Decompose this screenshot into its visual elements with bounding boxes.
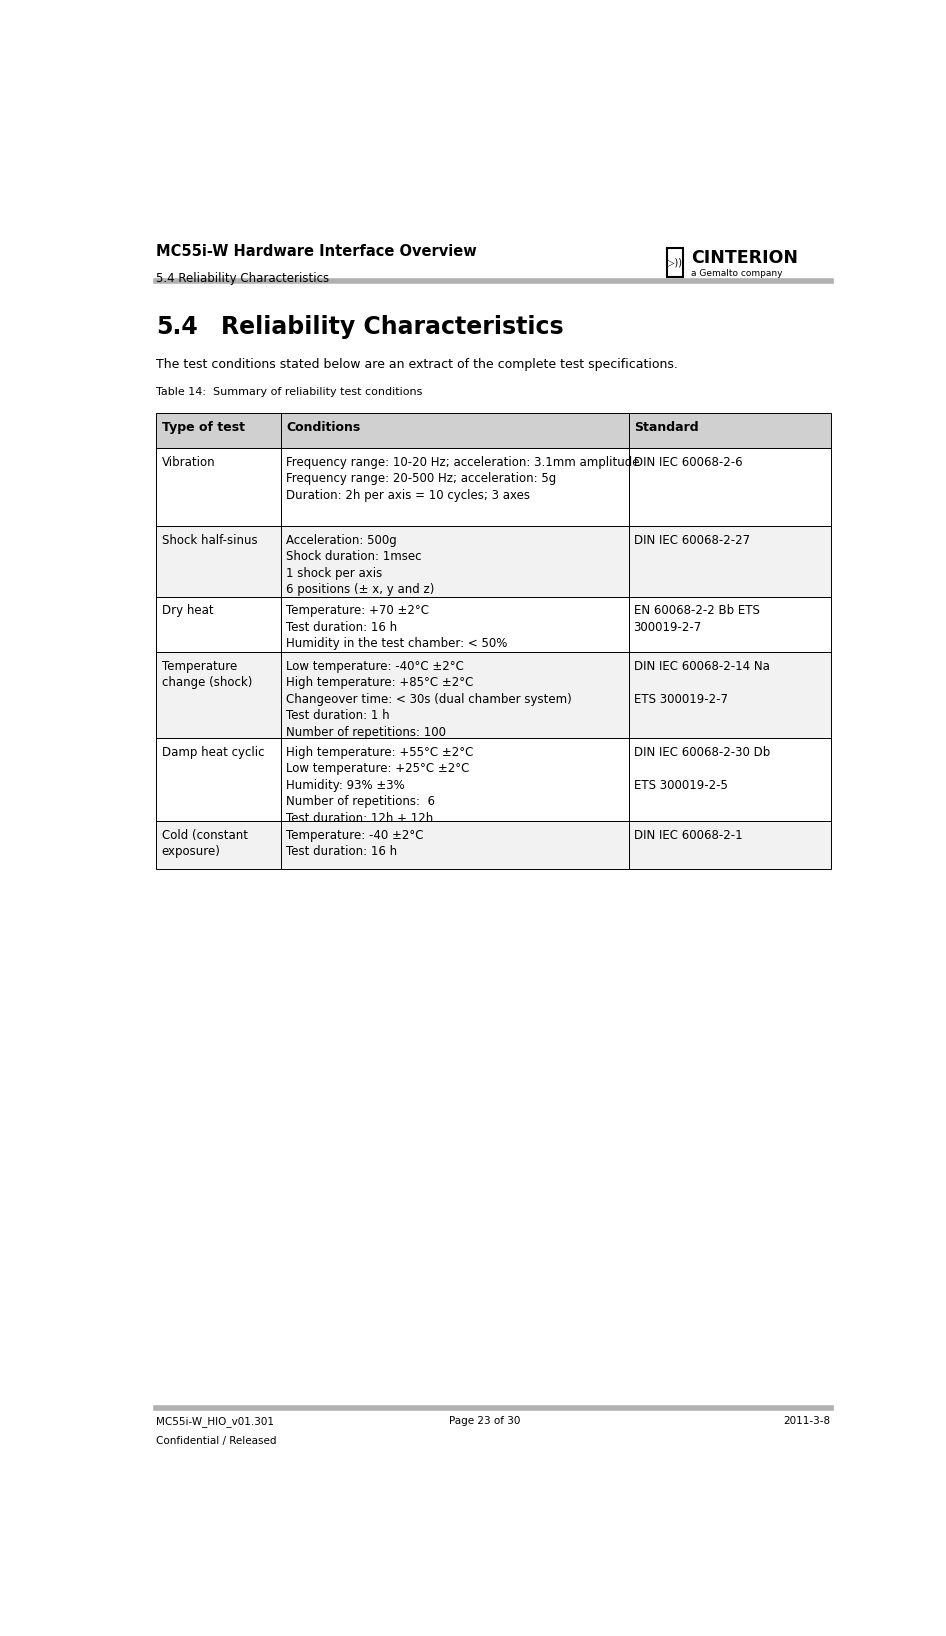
Bar — [281, 448, 628, 527]
Text: DIN IEC 60068-2-27: DIN IEC 60068-2-27 — [634, 533, 750, 546]
Bar — [667, 249, 683, 276]
Text: Conditions: Conditions — [287, 420, 360, 434]
Bar — [628, 821, 831, 869]
Bar — [628, 412, 831, 448]
Text: Cold (constant
exposure): Cold (constant exposure) — [162, 829, 248, 859]
Text: MC55i-W_HIO_v01.301: MC55i-W_HIO_v01.301 — [156, 1415, 274, 1427]
Bar — [156, 738, 281, 821]
Text: Shock half-sinus: Shock half-sinus — [162, 533, 257, 546]
Bar — [628, 597, 831, 653]
Text: CINTERION: CINTERION — [692, 249, 798, 267]
Text: The test conditions stated below are an extract of the complete test specificati: The test conditions stated below are an … — [156, 358, 678, 371]
Bar — [281, 821, 628, 869]
Text: DIN IEC 60068-2-1: DIN IEC 60068-2-1 — [634, 829, 743, 841]
Bar — [628, 653, 831, 738]
Text: EN 60068-2-2 Bb ETS
300019-2-7: EN 60068-2-2 Bb ETS 300019-2-7 — [634, 604, 760, 635]
Text: a Gemalto company: a Gemalto company — [692, 268, 783, 278]
Text: DIN IEC 60068-2-14 Na

ETS 300019-2-7: DIN IEC 60068-2-14 Na ETS 300019-2-7 — [634, 659, 769, 705]
Text: DIN IEC 60068-2-6: DIN IEC 60068-2-6 — [634, 456, 743, 470]
Bar — [156, 597, 281, 653]
Text: Confidential / Released: Confidential / Released — [156, 1436, 277, 1446]
Text: Table 14:  Summary of reliability test conditions: Table 14: Summary of reliability test co… — [156, 386, 423, 396]
Text: DIN IEC 60068-2-30 Db

ETS 300019-2-5: DIN IEC 60068-2-30 Db ETS 300019-2-5 — [634, 746, 770, 792]
Bar — [156, 653, 281, 738]
Bar — [281, 738, 628, 821]
Text: High temperature: +55°C ±2°C
Low temperature: +25°C ±2°C
Humidity: 93% ±3%
Numbe: High temperature: +55°C ±2°C Low tempera… — [287, 746, 474, 825]
Text: Acceleration: 500g
Shock duration: 1msec
1 shock per axis
6 positions (± x, y an: Acceleration: 500g Shock duration: 1msec… — [287, 533, 434, 597]
Text: Standard: Standard — [634, 420, 698, 434]
Text: Temperature: +70 ±2°C
Test duration: 16 h
Humidity in the test chamber: < 50%: Temperature: +70 ±2°C Test duration: 16 … — [287, 604, 508, 651]
Text: Temperature: -40 ±2°C
Test duration: 16 h: Temperature: -40 ±2°C Test duration: 16 … — [287, 829, 424, 859]
Text: Page 23 of 30: Page 23 of 30 — [449, 1415, 520, 1425]
Text: Damp heat cyclic: Damp heat cyclic — [162, 746, 264, 759]
Text: Low temperature: -40°C ±2°C
High temperature: +85°C ±2°C
Changeover time: < 30s : Low temperature: -40°C ±2°C High tempera… — [287, 659, 572, 739]
Bar — [281, 412, 628, 448]
Text: Temperature
change (shock): Temperature change (shock) — [162, 659, 252, 689]
Bar — [628, 527, 831, 597]
Bar — [628, 448, 831, 527]
Bar — [156, 821, 281, 869]
Text: ▷)): ▷)) — [667, 257, 682, 267]
Text: Vibration: Vibration — [162, 456, 215, 470]
Text: Frequency range: 10-20 Hz; acceleration: 3.1mm amplitude
Frequency range: 20-500: Frequency range: 10-20 Hz; acceleration:… — [287, 456, 639, 502]
Bar — [281, 653, 628, 738]
Text: 2011-3-8: 2011-3-8 — [783, 1415, 831, 1425]
Text: Type of test: Type of test — [162, 420, 244, 434]
Bar — [281, 527, 628, 597]
Text: Dry heat: Dry heat — [162, 604, 213, 617]
Bar — [156, 527, 281, 597]
Bar — [156, 448, 281, 527]
Text: 5.4: 5.4 — [156, 314, 198, 339]
Text: 5.4 Reliability Characteristics: 5.4 Reliability Characteristics — [156, 272, 329, 285]
Bar — [281, 597, 628, 653]
Text: MC55i-W Hardware Interface Overview: MC55i-W Hardware Interface Overview — [156, 244, 477, 258]
Text: Reliability Characteristics: Reliability Characteristics — [220, 314, 564, 339]
Bar — [156, 412, 281, 448]
Bar — [628, 738, 831, 821]
